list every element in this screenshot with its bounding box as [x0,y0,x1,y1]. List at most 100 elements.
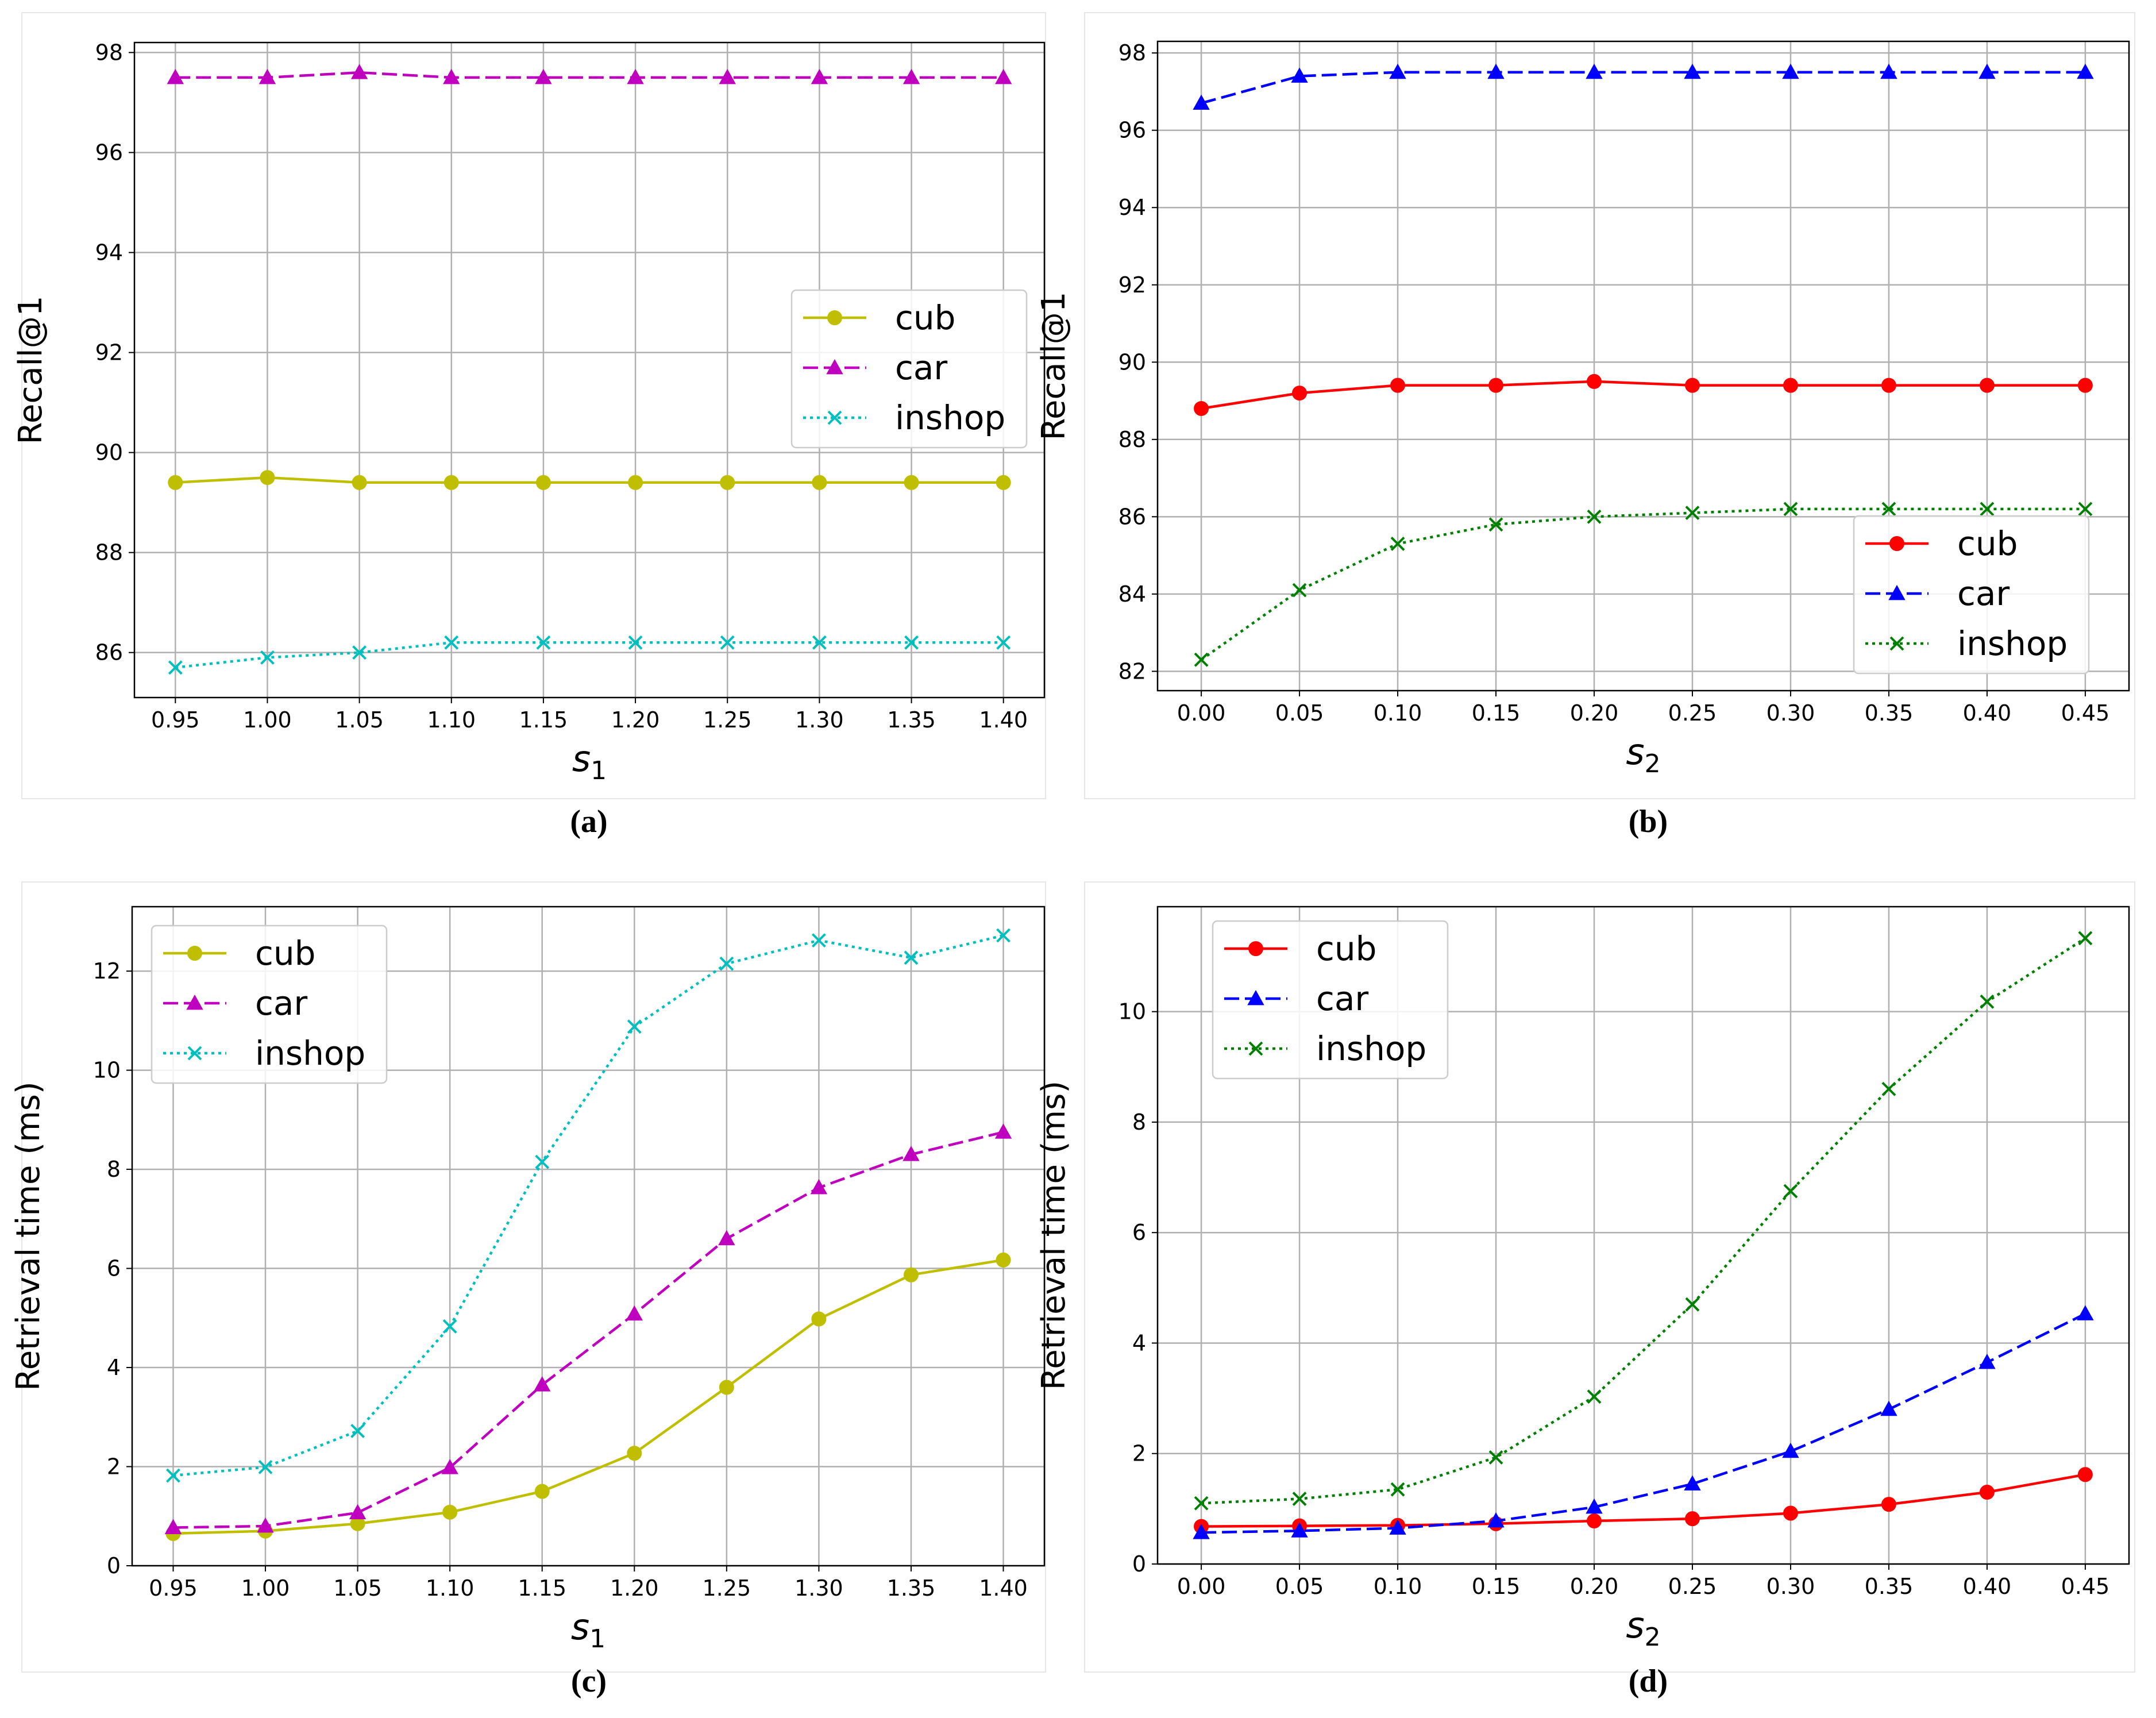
data-point-cub [1194,400,1209,416]
series-line-inshop [173,934,1004,1477]
legend: cub car inshop [790,289,1028,449]
x-axis-label: s1 [572,738,607,785]
data-point-car [1193,1524,1210,1539]
x-axis-label: s2 [1626,731,1660,779]
series-car [1193,63,2094,110]
data-point-inshop [350,1424,365,1438]
data-point-inshop [1685,1297,1700,1312]
x-axis-label: s2 [1626,1604,1660,1652]
y-tick-label: 4 [1132,1330,1146,1355]
legend-marker-inshop [1889,636,1904,651]
x-tick-label: 0.00 [1177,700,1226,726]
data-point-inshop [628,635,643,650]
data-point-cub [1684,378,1700,393]
data-point-cub [996,1252,1011,1268]
legend-marker-inshop [187,1046,202,1061]
data-point-inshop [1881,502,1896,517]
legend-box [790,289,1028,449]
data-point-cub [2077,378,2093,393]
x-tick-label: 1.05 [335,707,384,733]
data-point-cub [812,475,827,490]
data-point-inshop [627,1019,642,1034]
data-point-inshop [1488,517,1503,532]
data-point-inshop [1587,1389,1602,1404]
data-point-car [349,1504,367,1520]
x-tick-label: 0.30 [1767,700,1815,726]
data-point-car [626,1305,643,1321]
data-point-inshop [2078,931,2093,946]
x-tick-label: 1.15 [518,1576,566,1601]
x-tick-label: 1.10 [427,707,476,733]
data-point-cub [352,475,367,490]
data-point-cub [1783,378,1798,393]
data-point-car [1291,1522,1308,1538]
data-point-inshop [996,635,1011,650]
data-point-inshop [1292,583,1307,598]
data-point-inshop [904,635,919,650]
data-point-inshop [1881,1081,1896,1096]
plot-area-frame [133,41,1046,699]
data-point-inshop [719,956,734,971]
data-point-cub [627,1446,642,1461]
y-tick-label: 84 [1119,581,1146,607]
data-point-cub [719,1380,734,1395]
x-axis-label-subscript: 1 [591,756,607,785]
data-point-car [1389,63,1406,79]
series-line-inshop [1201,937,2086,1505]
x-tick-label: 1.20 [611,707,660,733]
legend-marker-inshop [1248,1041,1263,1056]
data-point-car [627,68,644,84]
x-tick-label: 1.40 [979,1576,1028,1601]
series-line-cub [173,1258,1004,1535]
legend-marker-cub [1889,536,1904,551]
y-tick-label: 2 [107,1454,121,1480]
legend-box [1853,515,2090,675]
x-tick-label: 0.30 [1767,1574,1815,1599]
series-cub [1194,373,2093,416]
y-tick-label: 4 [107,1355,121,1380]
panel-frame [1084,881,2135,1673]
data-point-inshop [720,635,735,650]
x-tick-label: 0.10 [1374,700,1422,726]
data-point-cub [1979,1485,1995,1500]
x-tick-label: 0.15 [1472,1574,1521,1599]
y-axis-label: Recall@1 [1035,292,1073,441]
panel-caption: (a) [570,804,607,839]
panel-frame [21,881,1046,1673]
series-line-car [1201,71,2085,105]
x-axis-label-subscript: 1 [589,1624,605,1654]
series-inshop [166,928,1010,1483]
y-tick-label: 86 [95,640,123,665]
legend-label-cub: cub [1957,524,2018,563]
x-tick-label: 1.15 [519,707,568,733]
y-tick-label: 98 [95,40,123,65]
legend-label-inshop: inshop [895,398,1005,437]
data-point-cub [168,475,183,490]
x-tick-label: 1.05 [333,1576,382,1601]
data-point-car [1880,63,1897,79]
x-tick-label: 0.40 [1963,1574,2012,1599]
panel-frame [1084,12,2135,799]
series-car [164,1123,1012,1534]
x-tick-label: 1.30 [794,1576,843,1601]
data-point-cub [1292,386,1308,401]
y-tick-label: 82 [1119,658,1146,684]
data-point-car [1684,1475,1701,1491]
plot-area-frame [1156,40,2130,692]
data-point-car [1193,94,1210,110]
x-tick-label: 1.40 [979,707,1028,733]
x-tick-label: 1.35 [887,1576,936,1601]
y-tick-label: 6 [107,1256,121,1281]
series-inshop [1194,502,2093,667]
x-tick-label: 0.45 [2061,700,2110,726]
legend-label-inshop: inshop [255,1034,365,1073]
series-car [1193,1305,2094,1539]
x-tick-label: 0.15 [1472,700,1521,726]
plot-area-frame [1156,906,2130,1565]
data-point-cub [1881,378,1896,393]
legend-label-inshop: inshop [1316,1029,1426,1068]
data-point-cub [260,470,275,486]
y-tick-label: 0 [1132,1551,1146,1577]
series-line-car [173,1131,1004,1529]
